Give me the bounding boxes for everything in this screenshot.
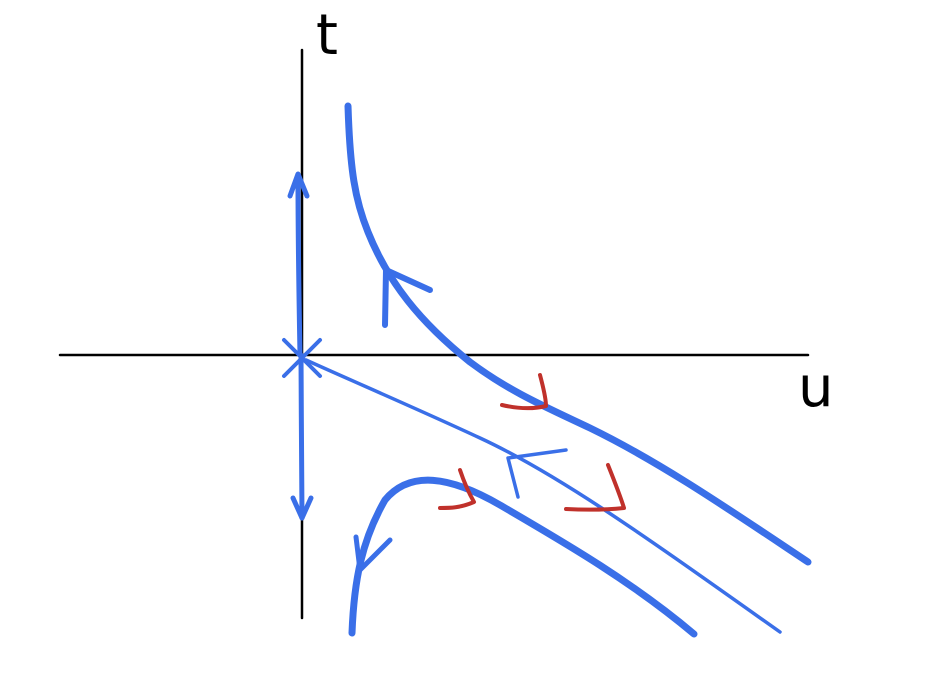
upward-axis-trajectory — [287, 171, 310, 358]
accent-arrows — [438, 373, 626, 512]
lower-trajectory — [348, 476, 698, 638]
u-axis-label: u — [798, 355, 834, 420]
separatrix-trajectory — [304, 358, 782, 634]
downward-axis-trajectory — [290, 352, 314, 521]
t-axis-label: t — [316, 3, 338, 68]
upper-trajectory — [344, 102, 812, 566]
